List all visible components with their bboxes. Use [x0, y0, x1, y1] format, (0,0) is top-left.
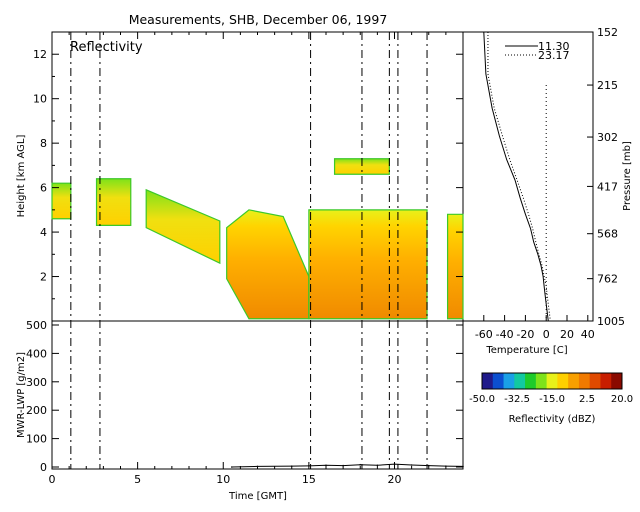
temperature-axis-label: Temperature [C] [485, 345, 567, 356]
colorbar-segment [525, 373, 537, 389]
cloud-region [226, 209, 310, 320]
lwp-tick-label: 200 [26, 404, 47, 417]
time-axis-label: Time [GMT] [228, 491, 287, 502]
pressure-tick-label: 215 [597, 79, 618, 92]
lwp-point [325, 464, 327, 467]
colorbar-tick-label: 20.0 [611, 394, 633, 405]
lwp-point [359, 463, 362, 466]
temperature-series [483, 31, 551, 322]
time-tick-label: 0 [49, 473, 56, 486]
height-tick-label: 6 [40, 182, 47, 195]
height-tick-label: 8 [40, 137, 47, 150]
time-tick-label: 5 [134, 473, 141, 486]
colorbar-segment [611, 373, 623, 389]
colorbar-frame [481, 372, 623, 390]
lwp-point [342, 464, 344, 467]
colorbar-tick-label: 2.5 [579, 394, 595, 405]
height-tick-label: 10 [33, 93, 47, 106]
colorbar-segment [482, 373, 494, 389]
temperature-tick-label: 20 [560, 328, 574, 341]
lwp-tick-label: 500 [26, 319, 47, 332]
pressure-tick-label: 568 [597, 228, 618, 241]
colorbar-segment [503, 373, 515, 389]
temperature-panel-frame [462, 31, 594, 322]
colorbar-segment [514, 373, 526, 389]
lwp-point [410, 464, 413, 466]
cloud-region [95, 178, 132, 227]
pressure-tick-label: 1005 [597, 315, 625, 328]
colorbar-tick-label: -32.5 [504, 394, 530, 405]
pressure-axis-label: Pressure [mb] [622, 141, 633, 211]
cloud-region [145, 188, 221, 265]
cloud-region [446, 213, 464, 320]
legend-label-dotted: 23.17 [538, 49, 570, 62]
lwp-tick-label: 300 [26, 376, 47, 389]
time-tick-label: 20 [388, 473, 402, 486]
colorbar-segment [492, 373, 505, 389]
colorbar-segment [546, 373, 558, 389]
temperature-tick-label: -40 [496, 328, 514, 341]
colorbar-segment [600, 373, 612, 389]
lwp-point [427, 464, 430, 467]
height-tick-label: 12 [33, 48, 47, 61]
temperature-tick-label: -20 [516, 328, 534, 341]
lwp-point [376, 464, 379, 467]
temperature-tick-label: 0 [543, 328, 550, 341]
panel-label-reflectivity: Reflectivity [70, 40, 143, 55]
cloud-region [308, 209, 428, 320]
height-axis-label: Height [km AGL] [16, 135, 27, 218]
temperature-profile-line [487, 32, 551, 322]
lwp-point [231, 466, 233, 468]
colorbar-segment [578, 373, 591, 389]
temperature-profile-line [483, 31, 549, 322]
reflectivity-cloud-layer [51, 158, 464, 320]
lwp-tick-label: 400 [26, 347, 47, 360]
colorbar-tick-label: -15.0 [539, 394, 565, 405]
lwp-panel-frame [51, 320, 464, 470]
height-tick-label: 4 [40, 226, 47, 239]
temperature-tick-label: 40 [581, 328, 595, 341]
lwp-tick-label: 0 [40, 461, 47, 474]
colorbar-segment [589, 373, 601, 389]
chart-title: Measurements, SHB, December 06, 1997 [129, 12, 388, 27]
colorbar-segment [535, 373, 548, 389]
time-tick-label: 10 [216, 473, 230, 486]
colorbar-tick-label: -50.0 [469, 394, 495, 405]
cloud-region [51, 182, 72, 220]
colorbar-segment [557, 373, 569, 389]
colorbar-segment [568, 373, 580, 389]
pressure-tick-label: 302 [597, 131, 618, 144]
lwp-axis-label: MWR-LWP [g/m2] [16, 352, 27, 438]
pressure-tick-label: 417 [597, 180, 618, 193]
height-tick-label: 2 [40, 271, 47, 284]
pressure-tick-label: 152 [597, 26, 618, 39]
reflectivity-colorbar: -50.0 -32.5 -15.0 2.5 20.0 [469, 372, 633, 405]
colorbar-label: Reflectivity (dBZ) [509, 414, 596, 425]
legend-label-solid: 11.30 [538, 40, 570, 53]
sounding-time-lines [70, 32, 428, 469]
time-tick-label: 15 [302, 473, 316, 486]
temperature-tick-label: -60 [475, 328, 493, 341]
pressure-tick-label: 762 [597, 273, 618, 286]
lwp-tick-label: 100 [26, 433, 47, 446]
